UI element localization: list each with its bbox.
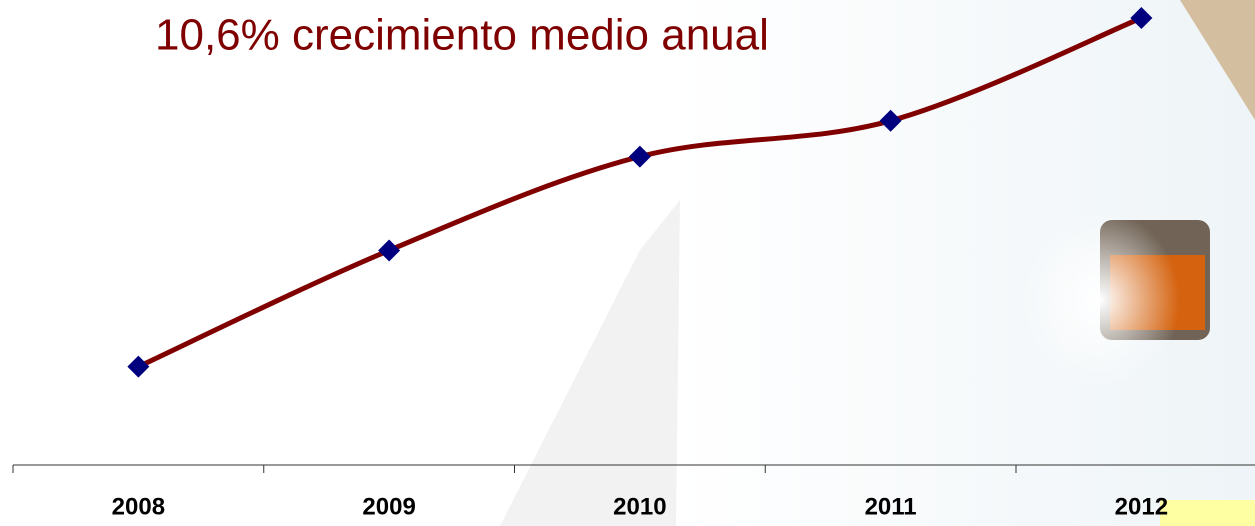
decor-corner [1180,0,1255,120]
x-tick-label: 2012 [1115,493,1168,520]
decor-swoosh [500,200,680,526]
x-tick-label: 2011 [865,493,917,520]
marker [127,355,150,378]
chart-title: 10,6% crecimiento medio anual [155,11,769,60]
marker [1130,7,1153,29]
x-tick-label: 2010 [613,493,666,520]
x-tick-label: 2009 [362,493,415,520]
marker [378,239,401,262]
x-tick-label: 2008 [112,493,165,520]
marker [628,145,651,168]
decor-highlight [1160,500,1255,526]
decor-glow [1020,210,1180,390]
marker [879,109,902,132]
